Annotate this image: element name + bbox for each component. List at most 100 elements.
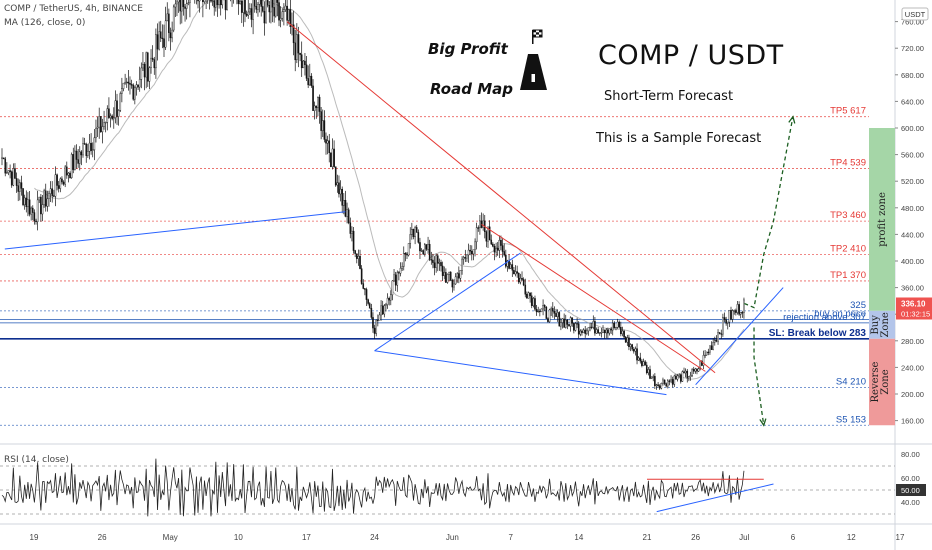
price-tick-label: 440.00 xyxy=(901,230,924,239)
candle xyxy=(299,52,301,55)
candle xyxy=(534,298,536,310)
candle xyxy=(270,0,272,13)
candle xyxy=(166,13,169,22)
candle xyxy=(603,329,606,334)
price-tick-label: 240.00 xyxy=(901,363,924,372)
rsi-support-line xyxy=(656,483,774,513)
price-tick-label: 400.00 xyxy=(901,257,924,266)
rsi-tick-label: 40.00 xyxy=(901,498,920,507)
candle xyxy=(59,178,62,189)
time-tick-label: 12 xyxy=(847,533,856,542)
candle xyxy=(467,249,470,256)
level-label: TP5 617 xyxy=(830,106,866,117)
candle xyxy=(125,81,128,84)
candle xyxy=(91,149,94,151)
candle xyxy=(46,198,49,207)
candle xyxy=(93,137,96,151)
candle xyxy=(707,351,710,353)
candle xyxy=(189,0,191,3)
candle xyxy=(297,34,300,54)
candle xyxy=(710,345,713,350)
level-label: S5 153 xyxy=(836,414,866,425)
candle xyxy=(564,319,567,328)
candle xyxy=(573,323,575,331)
candle xyxy=(391,280,394,296)
candle xyxy=(616,321,619,328)
candle xyxy=(566,319,569,325)
candle xyxy=(665,383,667,387)
time-tick-label: 24 xyxy=(370,533,379,542)
candle xyxy=(563,318,565,328)
candle xyxy=(735,310,737,313)
candle xyxy=(611,322,614,331)
candle xyxy=(310,75,313,87)
candle xyxy=(174,3,177,8)
candle xyxy=(427,243,429,250)
candle xyxy=(441,265,444,276)
candle xyxy=(568,324,570,327)
candle xyxy=(7,170,10,173)
candle xyxy=(529,292,531,297)
time-tick-label: 10 xyxy=(234,533,243,542)
candle xyxy=(23,197,26,206)
candle xyxy=(618,321,621,328)
candle xyxy=(122,82,125,89)
candle xyxy=(88,142,91,152)
candle xyxy=(602,329,604,333)
candle xyxy=(215,0,217,8)
candle xyxy=(449,271,452,281)
candle xyxy=(349,222,352,234)
candle xyxy=(574,323,577,331)
candle xyxy=(257,4,259,10)
level-label: TP1 370 xyxy=(830,270,866,281)
candle xyxy=(49,188,52,194)
level-lines: TP5 617 TP4 539 TP3 460 TP2 410 TP1 370 325bu… xyxy=(0,106,869,426)
candle xyxy=(260,0,263,7)
channel-base-line xyxy=(374,350,667,396)
candle xyxy=(490,239,493,245)
candle xyxy=(114,100,117,118)
candle xyxy=(265,0,267,24)
candle xyxy=(428,243,431,260)
candle xyxy=(715,340,718,342)
candle xyxy=(357,256,360,259)
candle xyxy=(74,150,76,170)
candle xyxy=(148,67,151,82)
candle xyxy=(542,305,544,310)
candle xyxy=(168,13,170,33)
rsi-current-badge xyxy=(896,484,926,496)
candle xyxy=(714,340,716,343)
candle xyxy=(244,0,246,15)
candle xyxy=(33,212,36,222)
candle xyxy=(12,168,15,186)
zone-label: Buy xyxy=(870,315,881,335)
candle xyxy=(112,117,115,120)
candle xyxy=(393,274,395,282)
candle xyxy=(373,327,376,334)
candle xyxy=(65,166,68,176)
candle xyxy=(535,309,538,313)
long-support-line xyxy=(4,211,346,250)
candle xyxy=(336,182,339,186)
candle xyxy=(296,34,298,61)
time-tick-label: May xyxy=(163,533,178,542)
candle xyxy=(689,375,692,378)
candle xyxy=(70,154,73,179)
candle xyxy=(424,244,426,255)
candle xyxy=(119,93,122,111)
candle xyxy=(185,3,188,9)
candle xyxy=(503,251,506,256)
candle xyxy=(407,243,410,256)
candle xyxy=(150,57,152,69)
candle xyxy=(613,322,616,329)
candle xyxy=(488,226,491,241)
candle xyxy=(237,0,240,4)
candle xyxy=(479,220,481,228)
candle xyxy=(85,143,88,156)
candle xyxy=(720,333,723,335)
candle xyxy=(6,172,8,174)
candle xyxy=(249,8,251,13)
candle xyxy=(78,151,81,164)
candle xyxy=(77,159,79,164)
